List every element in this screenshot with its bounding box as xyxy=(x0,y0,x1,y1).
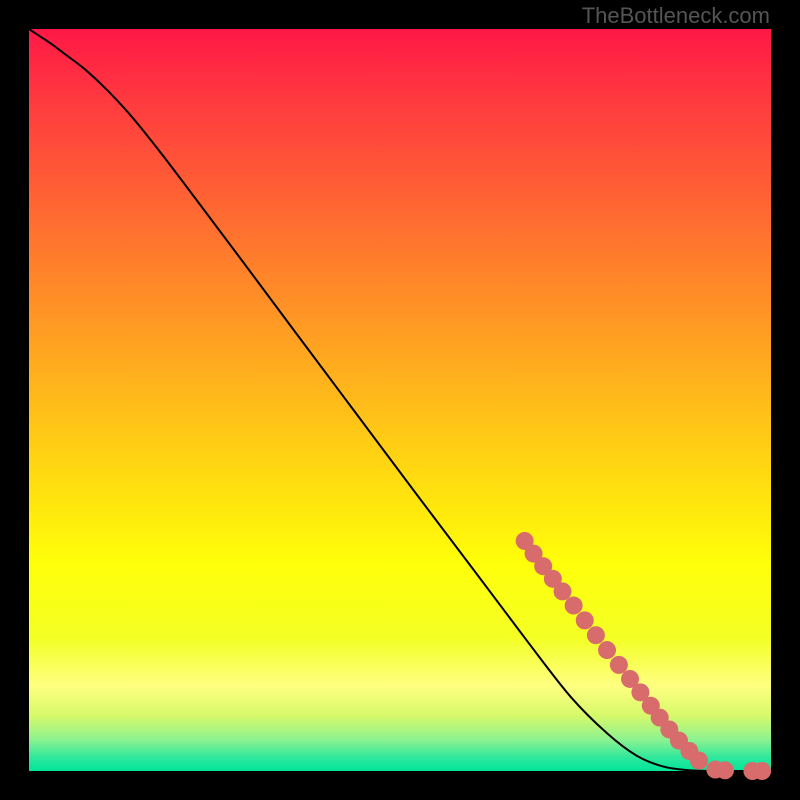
data-marker xyxy=(553,582,571,600)
bottleneck-chart xyxy=(0,0,800,800)
data-marker xyxy=(565,597,583,615)
data-marker xyxy=(753,762,771,780)
data-marker xyxy=(576,611,594,629)
data-marker xyxy=(610,656,628,674)
data-marker xyxy=(690,752,708,770)
data-marker xyxy=(716,761,734,779)
attribution-text: TheBottleneck.com xyxy=(582,3,770,29)
data-marker xyxy=(587,626,605,644)
chart-background xyxy=(29,29,771,771)
chart-frame: TheBottleneck.com xyxy=(0,0,800,800)
data-marker xyxy=(598,641,616,659)
